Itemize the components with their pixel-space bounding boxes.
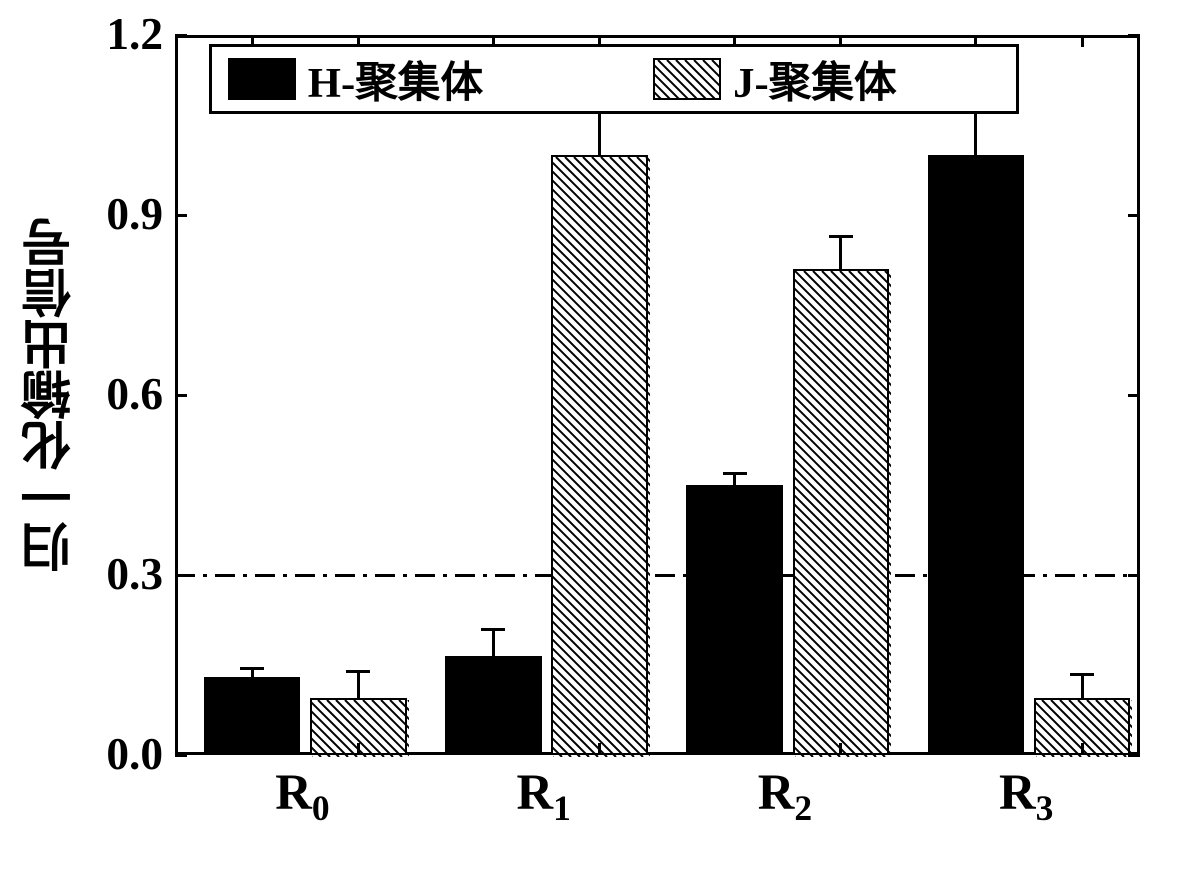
y-tick-right	[1128, 394, 1140, 397]
error-bar	[1081, 674, 1084, 698]
error-bar	[492, 629, 495, 656]
x-tick	[974, 743, 977, 755]
error-bar	[733, 473, 736, 485]
error-cap	[829, 235, 853, 238]
y-tick-label: 0.9	[106, 188, 163, 240]
y-tick-label: 1.2	[106, 8, 163, 60]
error-bar	[839, 236, 842, 269]
bar-j-aggregate	[551, 155, 648, 755]
x-label-main: R	[275, 764, 312, 820]
x-label-main: R	[758, 764, 795, 820]
x-label-sub: 1	[553, 788, 571, 828]
error-cap	[1070, 673, 1094, 676]
legend-label: H-聚集体	[308, 49, 483, 110]
error-cap	[481, 628, 505, 631]
y-tick	[175, 394, 187, 397]
x-tick-label: R2	[758, 763, 812, 829]
x-tick	[251, 743, 254, 755]
error-bar	[357, 671, 360, 698]
error-cap	[723, 472, 747, 475]
legend-swatch-solid	[228, 58, 296, 100]
bar-h-aggregate	[686, 485, 783, 755]
x-tick	[1081, 743, 1084, 755]
x-tick	[839, 743, 842, 755]
legend-item: J-聚集体	[653, 49, 897, 110]
x-label-sub: 0	[312, 788, 330, 828]
x-label-sub: 2	[794, 788, 812, 828]
x-label-main: R	[517, 764, 554, 820]
y-tick	[175, 754, 187, 757]
legend-item: H-聚集体	[228, 49, 483, 110]
y-tick-label: 0.0	[106, 728, 163, 780]
x-tick	[492, 743, 495, 755]
y-tick-right	[1128, 214, 1140, 217]
x-tick-label: R1	[517, 763, 571, 829]
bar-h-aggregate	[928, 155, 1025, 755]
y-tick	[175, 214, 187, 217]
y-tick	[175, 34, 187, 37]
x-label-main: R	[999, 764, 1036, 820]
y-tick-right	[1128, 34, 1140, 37]
x-tick	[598, 743, 601, 755]
error-cap	[240, 667, 264, 670]
x-tick-label: R0	[275, 763, 329, 829]
bar-j-aggregate	[793, 269, 890, 755]
x-tick-label: R3	[999, 763, 1053, 829]
error-cap	[346, 670, 370, 673]
x-label-sub: 3	[1036, 788, 1054, 828]
chart-container: 归一化输出信号 0.00.30.60.91.2R0R1R2R3H-聚集体J-聚集…	[0, 0, 1188, 888]
x-tick-top	[1081, 35, 1084, 47]
bar-h-aggregate	[445, 656, 542, 755]
y-axis-title: 归一化输出信号	[14, 35, 88, 755]
legend: H-聚集体 J-聚集体	[209, 44, 1020, 114]
legend-label: J-聚集体	[733, 49, 897, 110]
y-tick-label: 0.3	[106, 548, 163, 600]
x-tick	[733, 743, 736, 755]
legend-swatch-hatched	[653, 58, 721, 100]
y-tick-label: 0.6	[106, 368, 163, 420]
x-tick	[357, 743, 360, 755]
